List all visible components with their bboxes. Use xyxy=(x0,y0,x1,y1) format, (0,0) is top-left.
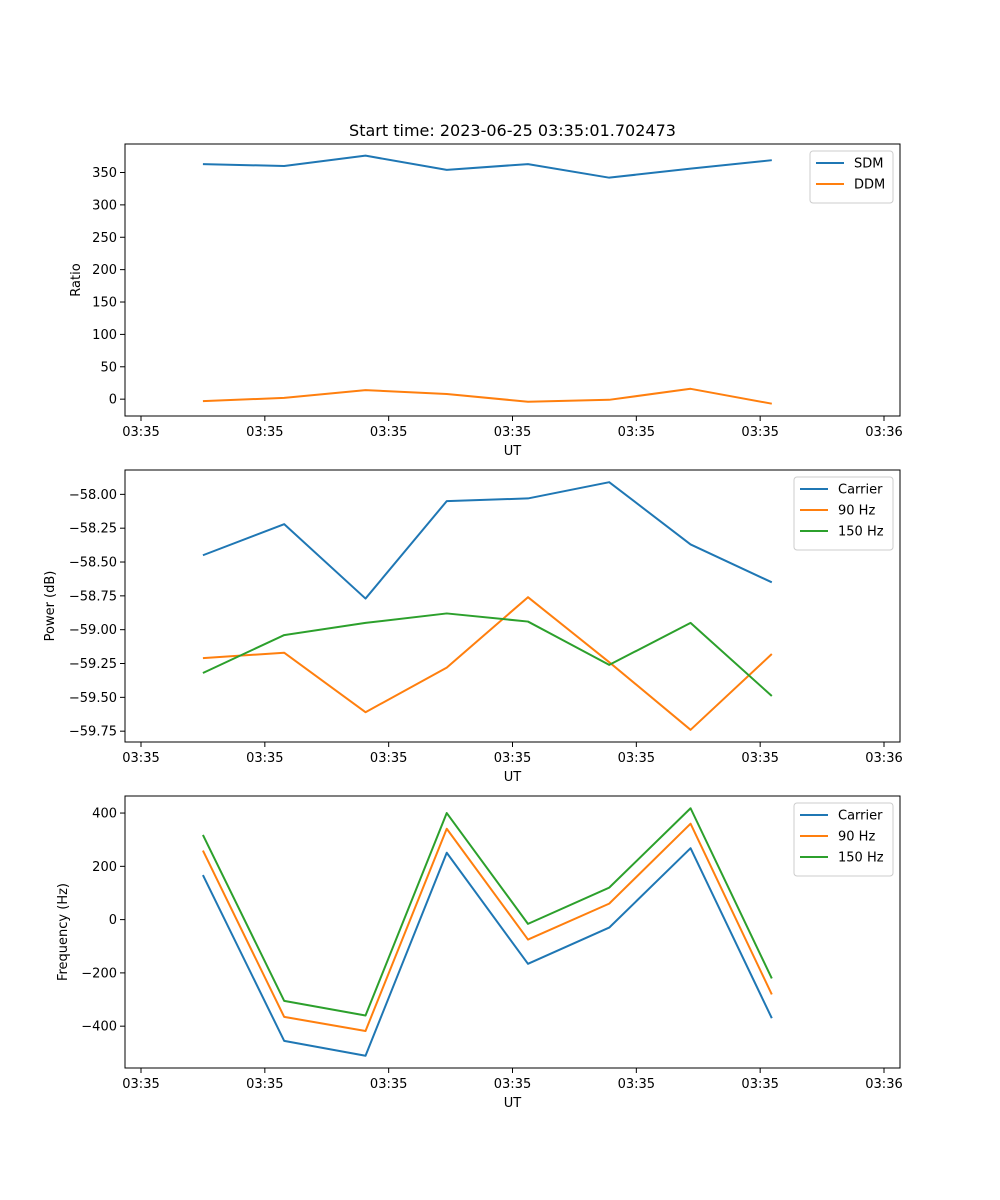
ratio-x-tick-label: 03:35 xyxy=(370,425,407,440)
power-x-tick-label: 03:35 xyxy=(618,751,655,766)
frequency-x-tick-label: 03:35 xyxy=(246,1077,283,1092)
power-series-line-150-hz xyxy=(202,612,773,697)
ratio-y-tick-label: 350 xyxy=(92,166,117,181)
power-x-tick-label: 03:36 xyxy=(865,751,902,766)
power-x-tick-label: 03:35 xyxy=(246,751,283,766)
frequency-y-tick-label: 200 xyxy=(92,860,117,875)
frequency-x-axis-label: UT xyxy=(504,1096,522,1111)
frequency-legend-label-150-hz: 150 Hz xyxy=(838,851,884,866)
ratio-x-tick-label: 03:35 xyxy=(122,425,159,440)
ratio-x-tick-label: 03:35 xyxy=(246,425,283,440)
power-series-line-carrier xyxy=(202,481,773,600)
ratio-series-line-sdm xyxy=(202,154,772,179)
power-axes-frame xyxy=(124,469,901,743)
power-x-axis-label: UT xyxy=(504,770,522,785)
ratio-x-tick-label: 03:35 xyxy=(494,425,531,440)
ratio-y-tick-label: 150 xyxy=(92,296,117,311)
power-x-tick-label: 03:35 xyxy=(494,751,531,766)
ratio-y-tick-label: 0 xyxy=(109,393,117,408)
power-y-tick-label: −59.50 xyxy=(69,691,117,706)
ratio-y-tick-label: 250 xyxy=(92,231,117,246)
power-y-tick-label: −59.00 xyxy=(69,623,117,638)
chart-power: 03:35 03:35 03:35 03:35 03:35 03:35 03:36 −59.7… xyxy=(43,469,903,785)
power-x-tick-label: 03:35 xyxy=(741,751,778,766)
frequency-legend-label-90-hz: 90 Hz xyxy=(838,830,875,845)
power-y-axis-label: Power (dB) xyxy=(43,571,58,642)
frequency-x-tick-label: 03:35 xyxy=(618,1077,655,1092)
ratio-x-tick-label: 03:36 xyxy=(865,425,902,440)
power-legend-label-150-hz: 150 Hz xyxy=(838,525,884,540)
power-y-tick-label: −58.50 xyxy=(69,556,117,571)
ratio-y-axis-label: Ratio xyxy=(69,263,84,296)
power-y-tick-label: −59.75 xyxy=(69,725,117,740)
frequency-y-tick-label: −200 xyxy=(81,966,117,981)
power-x-tick-label: 03:35 xyxy=(122,751,159,766)
ratio-y-tick-label: 200 xyxy=(92,263,117,278)
frequency-series-line-150-hz xyxy=(202,807,773,1017)
ratio-y-tick-label: 100 xyxy=(92,328,117,343)
ratio-legend-label-ddm: DDM xyxy=(854,178,885,193)
ratio-legend: SDM DDM xyxy=(809,150,894,204)
ratio-x-tick-label: 03:35 xyxy=(741,425,778,440)
frequency-series-line-carrier xyxy=(202,847,773,1057)
ratio-x-axis-label: UT xyxy=(504,444,522,459)
chart-frequency: 03:35 03:35 03:35 03:35 03:35 03:35 03:36 −400 −… xyxy=(56,795,903,1111)
ratio-y-tick-label: 300 xyxy=(92,198,117,213)
frequency-x-tick-label: 03:36 xyxy=(865,1077,902,1092)
frequency-y-tick-label: −400 xyxy=(81,1020,117,1035)
power-series-line-90-hz xyxy=(202,596,773,731)
frequency-y-tick-label: 400 xyxy=(92,807,117,822)
frequency-legend-label-carrier: Carrier xyxy=(838,809,883,824)
ratio-axes-frame xyxy=(124,143,901,417)
ratio-y-tick-label: 50 xyxy=(100,360,117,375)
power-x-tick-label: 03:35 xyxy=(370,751,407,766)
chart-ratio: 03:35 03:35 03:35 03:35 03:35 03:35 03:36 0 50 10… xyxy=(69,143,903,459)
figure-title: Start time: 2023-06-25 03:35:01.702473 xyxy=(349,121,676,140)
frequency-legend: Carrier 90 Hz 150 Hz xyxy=(793,802,894,877)
ratio-series-line-ddm xyxy=(202,387,772,405)
frequency-x-tick-label: 03:35 xyxy=(122,1077,159,1092)
frequency-y-axis-label: Frequency (Hz) xyxy=(56,883,71,981)
ratio-x-tick-label: 03:35 xyxy=(618,425,655,440)
power-legend: Carrier 90 Hz 150 Hz xyxy=(793,476,894,551)
power-legend-label-carrier: Carrier xyxy=(838,483,883,498)
power-y-tick-label: −58.75 xyxy=(69,589,117,604)
frequency-series-line-90-hz xyxy=(202,822,773,1032)
power-legend-label-90-hz: 90 Hz xyxy=(838,504,875,519)
frequency-x-tick-label: 03:35 xyxy=(494,1077,531,1092)
power-y-tick-label: −58.00 xyxy=(69,488,117,503)
power-y-tick-label: −59.25 xyxy=(69,657,117,672)
power-y-tick-label: −58.25 xyxy=(69,522,117,537)
frequency-x-tick-label: 03:35 xyxy=(741,1077,778,1092)
frequency-x-tick-label: 03:35 xyxy=(370,1077,407,1092)
frequency-y-tick-label: 0 xyxy=(109,913,117,928)
ratio-legend-label-sdm: SDM xyxy=(854,157,883,172)
frequency-axes-frame xyxy=(124,795,901,1069)
